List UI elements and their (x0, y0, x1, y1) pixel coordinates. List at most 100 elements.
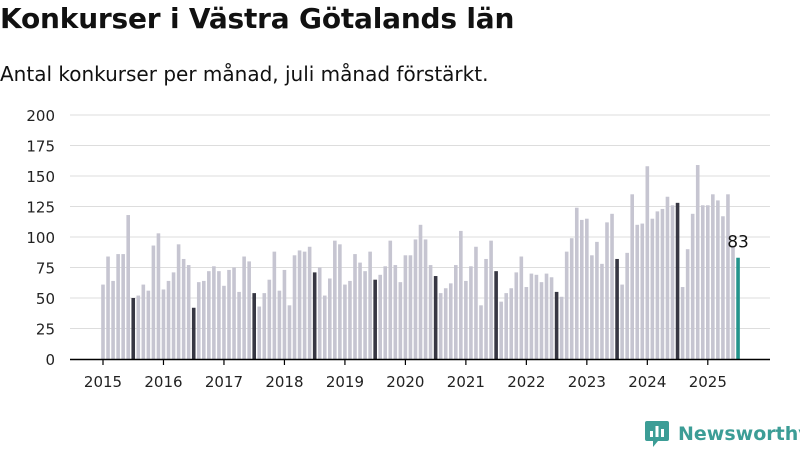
bar (559, 296, 564, 359)
latest-value-label: 83 (727, 233, 749, 253)
bar (534, 274, 539, 359)
bar (660, 208, 665, 359)
bar (312, 272, 317, 359)
x-tick-label: 2017 (205, 373, 243, 391)
bar (282, 269, 287, 359)
y-tick-label: 75 (36, 260, 55, 278)
bar (700, 205, 705, 359)
bar (549, 277, 554, 359)
bar (136, 295, 141, 359)
bar (378, 274, 382, 359)
bar (111, 280, 115, 359)
y-tick-label: 125 (26, 199, 55, 217)
bar (302, 251, 307, 359)
bar (640, 223, 645, 359)
bar (580, 219, 584, 359)
bar (721, 216, 725, 359)
bar (358, 262, 362, 359)
bar (574, 207, 579, 359)
bar (615, 258, 619, 359)
bar (191, 307, 196, 359)
bar (524, 287, 529, 359)
bar (232, 267, 236, 359)
bar (171, 272, 176, 359)
bar (736, 257, 740, 359)
bar (196, 282, 201, 359)
bar (459, 230, 463, 359)
bar (126, 215, 130, 359)
x-tick-label: 2022 (507, 373, 545, 391)
y-tick-label: 0 (45, 351, 55, 369)
bar (630, 194, 634, 359)
bar (494, 271, 498, 359)
bar (484, 258, 488, 359)
bar (544, 273, 549, 359)
x-tick-label: 2018 (265, 373, 303, 391)
bar (665, 196, 670, 359)
bar (413, 239, 418, 359)
bar (106, 256, 110, 359)
bar (726, 194, 730, 359)
bar (514, 272, 519, 359)
brand-name: Newsworthy (678, 423, 800, 445)
bar (438, 293, 443, 359)
bar (186, 265, 191, 359)
bar (297, 250, 302, 359)
bars (101, 165, 740, 359)
bar (383, 266, 388, 359)
y-tick-label: 25 (36, 321, 55, 339)
x-axis-ticks: 2015 2016 2017 2018 2019 2020 2021 2022 2023 2024… (84, 360, 727, 391)
bar (307, 246, 312, 359)
bar (731, 245, 735, 359)
bar (272, 251, 277, 359)
bar (585, 218, 589, 359)
y-tick-label: 150 (26, 168, 55, 186)
newsworthy-logo-icon (645, 421, 669, 447)
bar (670, 205, 675, 359)
bar (277, 290, 282, 359)
bar (363, 271, 367, 359)
bar (343, 284, 347, 359)
bar (564, 251, 569, 359)
bar (595, 241, 599, 359)
bar (252, 293, 256, 359)
bar (620, 284, 624, 359)
bar (373, 279, 377, 359)
bar (247, 261, 251, 359)
bar (645, 166, 650, 359)
bar (398, 282, 403, 359)
bar (393, 265, 398, 359)
bar (479, 305, 483, 359)
bar (675, 202, 680, 359)
bar (454, 265, 458, 359)
y-axis-ticks: 0 25 50 75 100 125 150 175 200 (26, 107, 55, 369)
bar (257, 306, 262, 359)
bar (202, 280, 206, 359)
bar (237, 291, 241, 359)
bar (403, 255, 408, 359)
bar (328, 278, 332, 359)
bar (650, 218, 655, 359)
brand[interactable]: Newsworthy (644, 419, 800, 449)
bar (635, 224, 640, 359)
x-tick-label: 2025 (689, 373, 727, 391)
bar (181, 258, 186, 359)
bar (600, 263, 604, 359)
bar (166, 280, 171, 359)
x-tick-label: 2015 (84, 373, 122, 391)
y-tick-label: 100 (26, 229, 55, 247)
bar (146, 290, 151, 359)
bar (131, 298, 136, 359)
bar (141, 284, 146, 359)
bar (408, 255, 413, 359)
bar (322, 295, 327, 359)
bar (333, 240, 337, 359)
bar (388, 240, 393, 359)
x-tick-label: 2020 (386, 373, 424, 391)
x-tick-label: 2024 (628, 373, 666, 391)
bar (706, 205, 710, 359)
bar (716, 200, 720, 359)
bar (504, 293, 508, 359)
bar (207, 271, 211, 359)
bar (625, 252, 629, 359)
